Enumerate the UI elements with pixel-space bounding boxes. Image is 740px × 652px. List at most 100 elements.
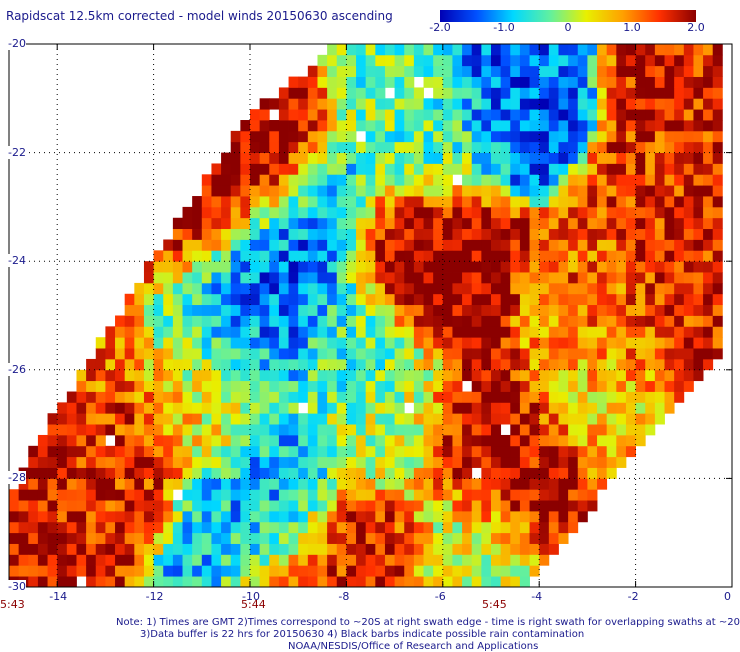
heatmap-cell <box>404 130 415 143</box>
heatmap-cell <box>674 239 685 251</box>
heatmap-cell <box>442 65 453 77</box>
x-tick-label: -4 <box>531 590 543 603</box>
heatmap-cell <box>625 44 636 56</box>
heatmap-cell <box>365 250 376 262</box>
heatmap-cell <box>365 185 376 197</box>
heatmap-cell <box>539 391 550 403</box>
heatmap-cell <box>404 576 415 588</box>
heatmap-cell <box>221 228 232 240</box>
heatmap-cell <box>529 554 540 566</box>
heatmap-cell <box>712 239 723 251</box>
heatmap-cell <box>298 239 309 251</box>
heatmap-cell <box>384 576 395 588</box>
heatmap-cell <box>606 391 617 403</box>
heatmap-cell <box>278 163 289 175</box>
heatmap-cell <box>317 152 328 164</box>
heatmap-cell <box>703 163 714 175</box>
heatmap-cell <box>259 130 270 143</box>
heatmap-cell <box>519 120 530 132</box>
heatmap-cell <box>278 250 289 262</box>
heatmap-cell <box>307 413 318 425</box>
heatmap-cell <box>201 228 212 240</box>
heatmap-cell <box>452 489 463 501</box>
heatmap-cell <box>356 337 367 349</box>
heatmap-cell <box>462 152 473 164</box>
heatmap-cell <box>172 326 183 338</box>
heatmap-cell <box>250 543 261 555</box>
heatmap-cell <box>500 456 511 468</box>
heatmap-cell <box>577 467 588 479</box>
heatmap-cell <box>539 206 550 219</box>
heatmap-cell <box>558 456 569 468</box>
heatmap-cell <box>471 348 482 360</box>
heatmap-cell <box>500 261 511 273</box>
heatmap-cell <box>346 489 357 501</box>
heatmap-cell <box>298 445 309 458</box>
heatmap-cell <box>384 521 395 534</box>
heatmap-cell <box>192 413 203 425</box>
heatmap-cell <box>211 391 222 403</box>
heatmap-cell <box>587 163 598 175</box>
heatmap-cell <box>471 478 482 490</box>
y-tick-label: -30 <box>8 580 26 593</box>
heatmap-cell <box>519 348 530 360</box>
heatmap-cell <box>192 315 203 327</box>
heatmap-cell <box>394 98 405 110</box>
heatmap-cell <box>394 217 405 230</box>
heatmap-cell <box>413 532 424 544</box>
heatmap-cell <box>346 402 357 414</box>
heatmap-cell <box>115 369 126 382</box>
heatmap-cell <box>404 87 415 99</box>
heatmap-cell <box>587 109 598 121</box>
heatmap-cell <box>452 109 463 121</box>
heatmap-cell <box>693 261 704 273</box>
heatmap-cell <box>336 239 347 251</box>
heatmap-cell <box>317 424 328 436</box>
heatmap-cell <box>462 141 473 153</box>
heatmap-cell <box>394 456 405 468</box>
heatmap-cell <box>491 206 502 219</box>
heatmap-cell <box>240 185 251 197</box>
heatmap-cell <box>712 44 723 56</box>
heatmap-cell <box>683 98 694 110</box>
heatmap-cell <box>336 261 347 273</box>
heatmap-cell <box>462 44 473 56</box>
heatmap-cell <box>124 478 135 490</box>
heatmap-cell <box>365 206 376 219</box>
heatmap-cell <box>568 239 579 251</box>
heatmap-cell <box>606 304 617 316</box>
heatmap-cell <box>674 130 685 143</box>
heatmap-cell <box>163 413 174 425</box>
heatmap-cell <box>211 467 222 479</box>
heatmap-cell <box>346 554 357 566</box>
heatmap-cell <box>452 413 463 425</box>
heatmap-cell <box>384 456 395 468</box>
heatmap-cell <box>384 261 395 273</box>
heatmap-cell <box>413 510 424 523</box>
heatmap-cell <box>471 456 482 468</box>
heatmap-cell <box>384 326 395 338</box>
heatmap-cell <box>384 510 395 523</box>
heatmap-cell <box>519 304 530 316</box>
heatmap-cell <box>471 87 482 99</box>
heatmap-cell <box>327 348 338 360</box>
heatmap-cell <box>356 304 367 316</box>
heatmap-cell <box>587 413 598 425</box>
heatmap-cell <box>211 521 222 534</box>
heatmap-cell <box>471 120 482 132</box>
heatmap-cell <box>625 163 636 175</box>
heatmap-cell <box>134 348 145 360</box>
heatmap-cell <box>423 445 434 458</box>
heatmap-cell <box>269 380 280 392</box>
heatmap-cell <box>664 261 675 273</box>
heatmap-cell <box>539 380 550 392</box>
heatmap-cell <box>510 380 521 392</box>
heatmap-cell <box>221 304 232 316</box>
heatmap-cell <box>491 358 502 371</box>
heatmap-cell <box>577 391 588 403</box>
heatmap-cell <box>356 54 367 67</box>
heatmap-cell <box>597 315 608 327</box>
heatmap-cell <box>124 413 135 425</box>
heatmap-cell <box>539 109 550 121</box>
heatmap-cell <box>86 467 97 479</box>
